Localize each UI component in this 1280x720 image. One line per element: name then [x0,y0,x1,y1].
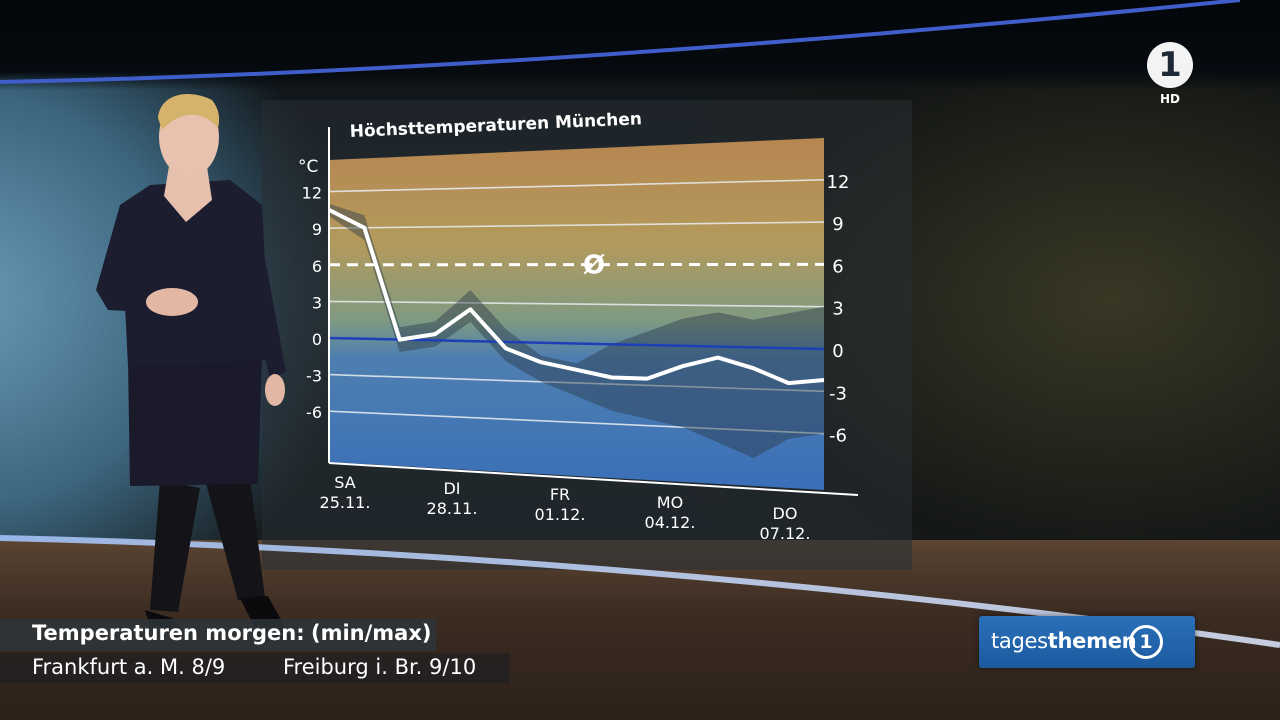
y-tick-label-right: 6 [832,256,843,277]
average-line: Ø [328,251,825,281]
x-tick-day: FR [550,485,570,504]
tagesthemen-badge: tagesthemen 1 [979,616,1195,668]
x-tick-date: 28.11. [427,499,478,518]
grid-line [328,179,825,193]
x-tick-day: MO [657,493,683,512]
x-tick-date: 04.12. [645,513,696,532]
y-tick-label-right: 3 [832,299,843,320]
x-tick-day: DI [443,479,460,498]
y-tick-label-left: 3 [312,293,322,312]
y-tick-label-left: 0 [312,330,322,349]
screen-top-rim [0,0,1241,84]
x-tick-date: 01.12. [535,505,586,524]
y-tick-label-right: -3 [829,383,847,404]
range-band [329,203,824,459]
x-tick-date: 07.12. [760,524,811,543]
zero-line [328,336,825,351]
y-tick-labels-left: 12 9 6 3 0 -3 -6 [302,184,322,423]
zero-line-mark [328,336,825,351]
temperature-series-line [328,208,825,386]
y-axis-unit: °C [298,157,318,177]
y-tick-label-left: 12 [302,184,322,203]
y-tick-label-left: 9 [312,220,322,239]
ard-logo: 1 HD [1146,40,1194,108]
lower-third: Temperaturen morgen: (min/max) Frankfurt… [0,619,510,683]
lower-third-headline: Temperaturen morgen: [32,621,305,645]
wordmark-part-2: themen [1047,629,1137,653]
average-marker: Ø [583,251,605,281]
grid-line [328,373,825,393]
series-lines [328,208,825,386]
ard-logo-one: 1 [1158,45,1182,85]
grid-line [328,221,825,229]
hd-label: HD [1159,92,1180,106]
grid-line [328,410,825,435]
tagesthemen-wordmark: tagesthemen [991,629,1137,653]
wordmark-part-1: tages [991,629,1048,653]
lower-third-headline-suffix: (min/max) [311,621,432,645]
ard-one-icon: 1 [1129,625,1163,659]
range-band-area [329,203,824,459]
y-tick-label-right: 9 [832,214,843,235]
grid-lines [328,179,825,435]
y-tick-label-right: -6 [829,426,847,447]
grid-line [328,300,825,308]
x-tick-day: SA [334,473,355,492]
lower-third-city-1: Frankfurt a. M. 8/9 [32,655,226,679]
lower-third-bar-1 [0,619,436,651]
lower-third-bar-2 [0,653,510,683]
x-tick-date: 25.11. [320,493,371,512]
x-axis-line [328,462,859,496]
x-tick-day: DO [773,504,798,523]
ard-logo-disc [1147,42,1193,88]
y-tick-label-left: -3 [306,367,322,386]
y-tick-label-left: 6 [312,257,322,276]
y-tick-label-right: 12 [827,172,850,193]
y-tick-label-left: -6 [306,403,322,422]
y-tick-labels-right: 12 9 6 3 0 -3 -6 [827,172,850,447]
lower-third-city-2: Freiburg i. Br. 9/10 [283,655,477,679]
y-tick-label-right: 0 [832,341,843,362]
